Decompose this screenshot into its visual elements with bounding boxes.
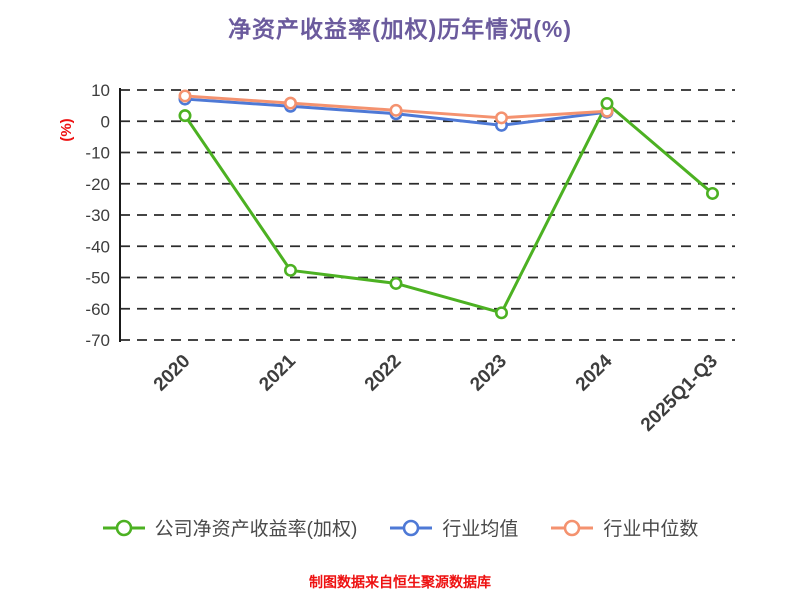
x-axis-labels: 2020 2021 2022 2023 2024 2025Q1-Q3: [150, 350, 722, 435]
x-tick-label: 2022: [361, 351, 406, 396]
legend-circle: [403, 519, 420, 536]
x-tick-label: 2020: [150, 351, 195, 396]
legend: 公司净资产收益率(加权) 行业均值 行业中位数: [0, 514, 800, 541]
legend-marker-icon: [102, 519, 145, 536]
y-tick-label: -50: [85, 269, 110, 288]
y-axis-label: (%): [58, 118, 75, 141]
series-markers-0: [178, 96, 719, 320]
series-markers-2: [178, 89, 614, 125]
line-chart: 100-10-20-30-40-50-60-70(%)2020 2021 2022 2…: [58, 81, 735, 436]
y-tick-label: -30: [85, 206, 110, 225]
data-point: [494, 111, 508, 125]
y-tick-label: -10: [85, 144, 110, 163]
y-tick-label: -40: [85, 237, 110, 256]
y-tick-label: -60: [85, 300, 110, 319]
data-point: [705, 186, 719, 200]
data-point: [389, 103, 403, 117]
data-point: [178, 89, 192, 103]
legend-label: 行业均值: [442, 519, 519, 540]
chart-title: 净资产收益率(加权)历年情况(%): [227, 16, 573, 42]
y-tick-label: 10: [91, 81, 110, 100]
series-line-0: [183, 101, 714, 315]
legend-circle: [564, 519, 581, 536]
x-tick-label: 2025Q1-Q3: [637, 351, 722, 436]
y-tick-label: 0: [101, 112, 110, 131]
data-point: [283, 263, 297, 277]
legend-circle: [115, 519, 132, 536]
x-tick-label: 2021: [255, 350, 300, 395]
data-source-note: 制图数据来自恒生聚源数据库: [309, 574, 491, 590]
y-tick-label: -70: [85, 331, 110, 350]
legend-label: 行业中位数: [603, 519, 699, 540]
data-point: [600, 96, 614, 110]
legend-item-0[interactable]: 公司净资产收益率(加权): [102, 514, 358, 541]
legend-marker-icon: [551, 519, 594, 536]
data-point: [494, 306, 508, 320]
legend-item-1[interactable]: 行业均值: [389, 514, 518, 541]
x-tick-label: 2024: [572, 350, 617, 395]
y-tick-label: -20: [85, 175, 110, 194]
data-point: [389, 276, 403, 290]
legend-label: 公司净资产收益率(加权): [154, 519, 358, 540]
data-point: [283, 96, 297, 110]
gridlines: 10 0 -10 -20 -30 -40 -50 -60 -70: [85, 81, 735, 350]
legend-marker-icon: [390, 519, 433, 536]
x-tick-label: 2023: [466, 351, 511, 396]
legend-item-2[interactable]: 行业中位数: [550, 514, 698, 541]
data-point: [178, 109, 192, 123]
